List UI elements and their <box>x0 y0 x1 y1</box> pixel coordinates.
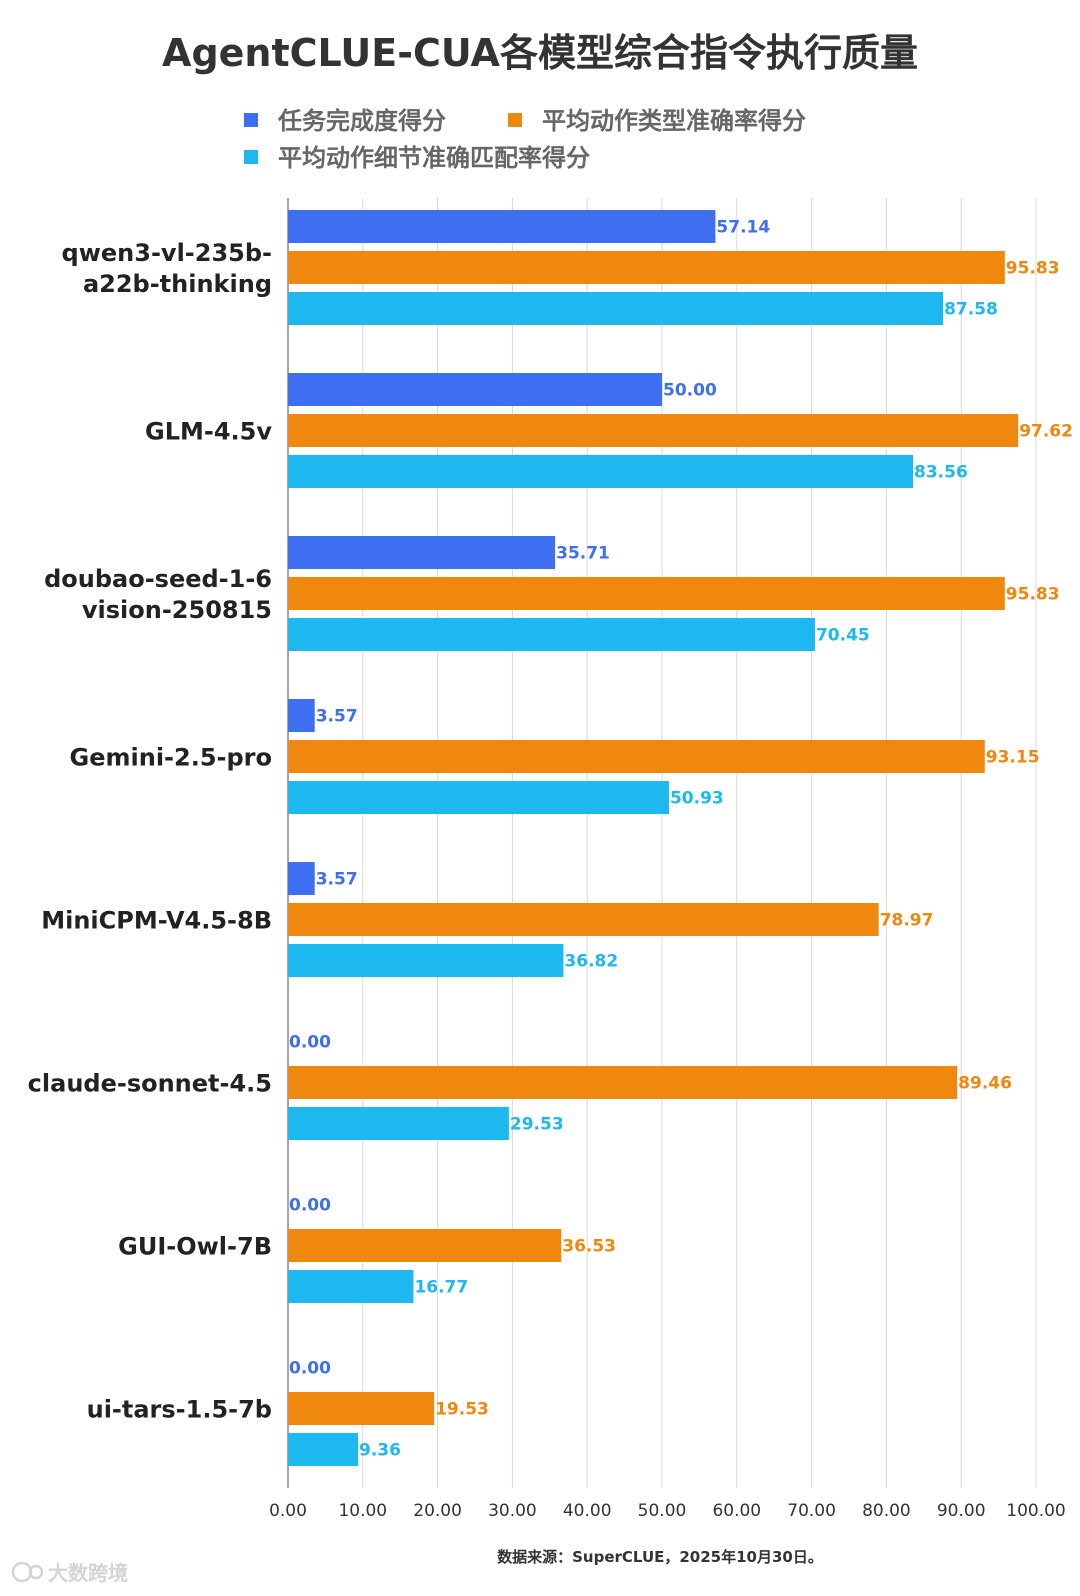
x-tick-label: 80.00 <box>862 1501 911 1521</box>
data-label: 78.97 <box>880 911 934 931</box>
bar-1-4 <box>288 699 315 732</box>
legend-swatch-1 <box>244 113 258 127</box>
gridlines <box>287 198 1037 1488</box>
bar-3-5 <box>288 944 564 977</box>
x-tick-label: 70.00 <box>787 1501 836 1521</box>
category-label: Gemini-2.5-pro <box>70 744 272 772</box>
data-label: 93.15 <box>986 748 1040 768</box>
data-label: 35.71 <box>556 544 610 564</box>
x-tick-label: 60.00 <box>712 1501 761 1521</box>
bar-3-6 <box>288 1107 509 1140</box>
data-label: 50.93 <box>670 789 724 809</box>
x-tick-label: 90.00 <box>937 1501 986 1521</box>
watermark-text: 大数跨境 <box>48 1561 128 1585</box>
data-label: 50.00 <box>663 381 717 401</box>
data-label: 3.57 <box>316 870 358 890</box>
bar-3-7 <box>288 1270 414 1303</box>
bar-2-8 <box>288 1392 435 1425</box>
data-label: 0.00 <box>289 1196 331 1216</box>
legend-swatch-3 <box>244 150 258 164</box>
legend-label-1: 任务完成度得分 <box>277 107 446 135</box>
x-tick-label: 10.00 <box>338 1501 387 1521</box>
bar-1-3 <box>288 536 556 569</box>
category-labels: qwen3-vl-235b-a22b-thinking GLM-4.5v douba… <box>28 239 273 1424</box>
data-label: 19.53 <box>435 1400 489 1420</box>
bar-3-4 <box>288 781 669 814</box>
data-label: 95.83 <box>1006 259 1060 279</box>
x-tick-label: 20.00 <box>413 1501 462 1521</box>
bar-3-2 <box>288 455 914 488</box>
data-label: 97.62 <box>1019 422 1073 442</box>
source-note: 数据来源：SuperCLUE，2025年10月30日。 <box>497 1548 823 1566</box>
data-label: 29.53 <box>510 1115 564 1135</box>
legend-swatch-2 <box>508 113 522 127</box>
data-label: 0.00 <box>289 1359 331 1379</box>
x-tick-label: 100.00 <box>1006 1501 1065 1521</box>
category-label: doubao-seed-1-6 vision-250815 <box>44 565 272 624</box>
category-label: qwen3-vl-235b-a22b-thinking <box>62 239 272 298</box>
x-tick-label: 50.00 <box>638 1501 687 1521</box>
chart-title: AgentCLUE-CUA各模型综合指令执行质量 <box>162 31 918 75</box>
bar-1-1 <box>288 210 716 243</box>
bars <box>288 210 1019 1466</box>
bar-1-2 <box>288 373 662 406</box>
category-label: ui-tars-1.5-7b <box>87 1396 272 1424</box>
bar-1-5 <box>288 862 315 895</box>
category-label: GUI-Owl-7B <box>118 1233 272 1261</box>
data-label: 9.36 <box>359 1441 401 1461</box>
bar-2-6 <box>288 1066 958 1099</box>
data-label: 89.46 <box>958 1074 1012 1094</box>
category-label: claude-sonnet-4.5 <box>28 1070 272 1098</box>
x-axis-ticks: 0.00 10.00 20.00 30.00 40.00 50.00 60.00 70.00 8… <box>269 1501 1066 1521</box>
data-label: 57.14 <box>716 218 770 238</box>
bar-2-5 <box>288 903 879 936</box>
category-label: MiniCPM-V4.5-8B <box>41 907 272 935</box>
legend-label-3: 平均动作细节准确匹配率得分 <box>278 144 590 172</box>
data-label: 36.53 <box>562 1237 616 1257</box>
x-tick-label: 0.00 <box>269 1501 307 1521</box>
bar-3-3 <box>288 618 815 651</box>
data-label: 70.45 <box>816 626 870 646</box>
bar-2-1 <box>288 251 1005 284</box>
data-label: 87.58 <box>944 300 998 320</box>
watermark-logo-icon-2 <box>28 1564 44 1580</box>
legend-label-2: 平均动作类型准确率得分 <box>542 107 806 135</box>
data-label: 36.82 <box>564 952 618 972</box>
watermark-logo-icon <box>11 1561 33 1583</box>
value-labels: 57.14 95.83 87.58 50.00 97.62 83.56 35.71 95.83… <box>289 218 1073 1461</box>
x-tick-label: 40.00 <box>563 1501 612 1521</box>
data-label: 95.83 <box>1006 585 1060 605</box>
bar-2-2 <box>288 414 1019 447</box>
bar-2-3 <box>288 577 1005 610</box>
bar-3-1 <box>288 292 944 325</box>
bar-3-8 <box>288 1433 359 1466</box>
bar-2-7 <box>288 1229 562 1262</box>
data-label: 16.77 <box>414 1278 468 1298</box>
category-label: GLM-4.5v <box>145 418 272 446</box>
x-tick-label: 30.00 <box>488 1501 537 1521</box>
bar-2-4 <box>288 740 985 773</box>
data-label: 83.56 <box>914 463 968 483</box>
watermark: 大数跨境 <box>11 1561 128 1585</box>
data-label: 0.00 <box>289 1033 331 1053</box>
data-label: 3.57 <box>316 707 358 727</box>
